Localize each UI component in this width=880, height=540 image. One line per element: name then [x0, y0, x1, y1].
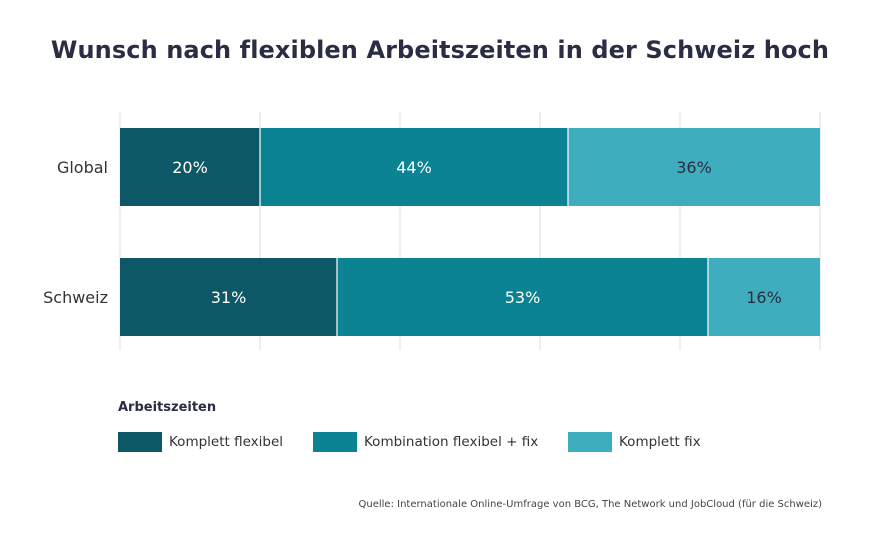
bar-value-label: 53%	[505, 288, 541, 307]
legend-swatch	[118, 432, 162, 452]
bar-value-label: 20%	[172, 158, 208, 177]
legend-item-kombination: Kombination flexibel + fix	[313, 432, 538, 452]
legend-label: Komplett fix	[619, 434, 701, 450]
legend-swatch	[568, 432, 612, 452]
bar-segment	[337, 258, 708, 336]
bar-value-label: 31%	[211, 288, 247, 307]
bar-value-label: 16%	[746, 288, 782, 307]
legend-title: Arbeitszeiten	[118, 400, 217, 415]
bar-segment	[260, 128, 568, 206]
category-label: Global	[57, 158, 108, 177]
legend-label: Kombination flexibel + fix	[364, 434, 539, 450]
category-labels: Global Schweiz	[43, 158, 108, 307]
stacked-bar-chart: 20% 44% 36% 31% 53% 16% Global Schweiz	[43, 112, 821, 350]
source-note: Quelle: Internationale Online-Umfrage vo…	[358, 499, 822, 510]
legend-item-komplett-fix: Komplett fix	[568, 432, 701, 452]
bar-segment	[120, 258, 337, 336]
bar-segment	[568, 128, 820, 206]
value-labels: 20% 44% 36% 31% 53% 16%	[172, 158, 782, 307]
chart-title: Wunsch nach flexiblen Arbeitszeiten in d…	[50, 36, 830, 64]
legend-item-komplett-flexibel: Komplett flexibel	[118, 432, 283, 452]
legend-swatch	[313, 432, 357, 452]
category-label: Schweiz	[43, 288, 108, 307]
bar-segment	[120, 128, 260, 206]
legend-label: Komplett flexibel	[169, 434, 284, 450]
bar-segments	[120, 128, 820, 336]
bar-segment	[708, 258, 820, 336]
bar-value-label: 44%	[396, 158, 432, 177]
bar-value-label: 36%	[676, 158, 712, 177]
